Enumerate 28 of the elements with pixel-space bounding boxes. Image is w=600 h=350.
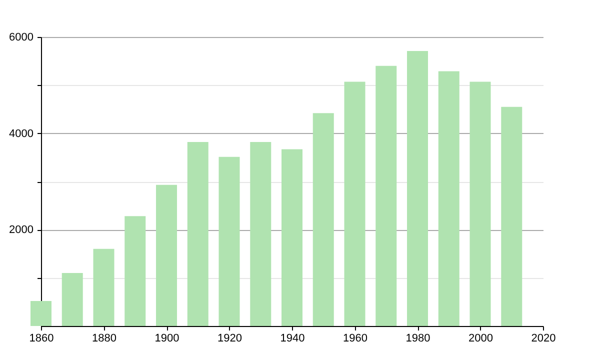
bar (312, 113, 334, 326)
bar (124, 216, 146, 326)
x-tick-label: 1980 (406, 332, 430, 344)
bar (62, 273, 83, 326)
y-tick-label: 6000 (9, 32, 34, 44)
bar (250, 142, 272, 326)
bar (376, 66, 397, 326)
bar (187, 142, 208, 326)
x-tick-label: 1900 (154, 332, 180, 344)
bar (156, 184, 177, 326)
x-tick-label: 1860 (29, 332, 54, 344)
bar (501, 106, 522, 326)
bar (470, 82, 491, 326)
y-tick-label: 2000 (9, 224, 34, 236)
bar (30, 300, 52, 326)
y-tick-label: 4000 (9, 128, 34, 140)
bar (282, 149, 302, 326)
x-tick-label: 1960 (343, 332, 368, 344)
bar (344, 82, 366, 326)
x-tick-label: 2000 (468, 332, 493, 344)
x-tick-label: 1940 (280, 332, 305, 344)
bar (438, 71, 460, 326)
bar (218, 156, 240, 326)
x-tick-label: 2020 (531, 332, 556, 344)
x-tick-label: 1920 (218, 332, 242, 344)
bar (93, 248, 114, 326)
x-tick-label: 1880 (92, 332, 116, 344)
bar (407, 50, 428, 326)
